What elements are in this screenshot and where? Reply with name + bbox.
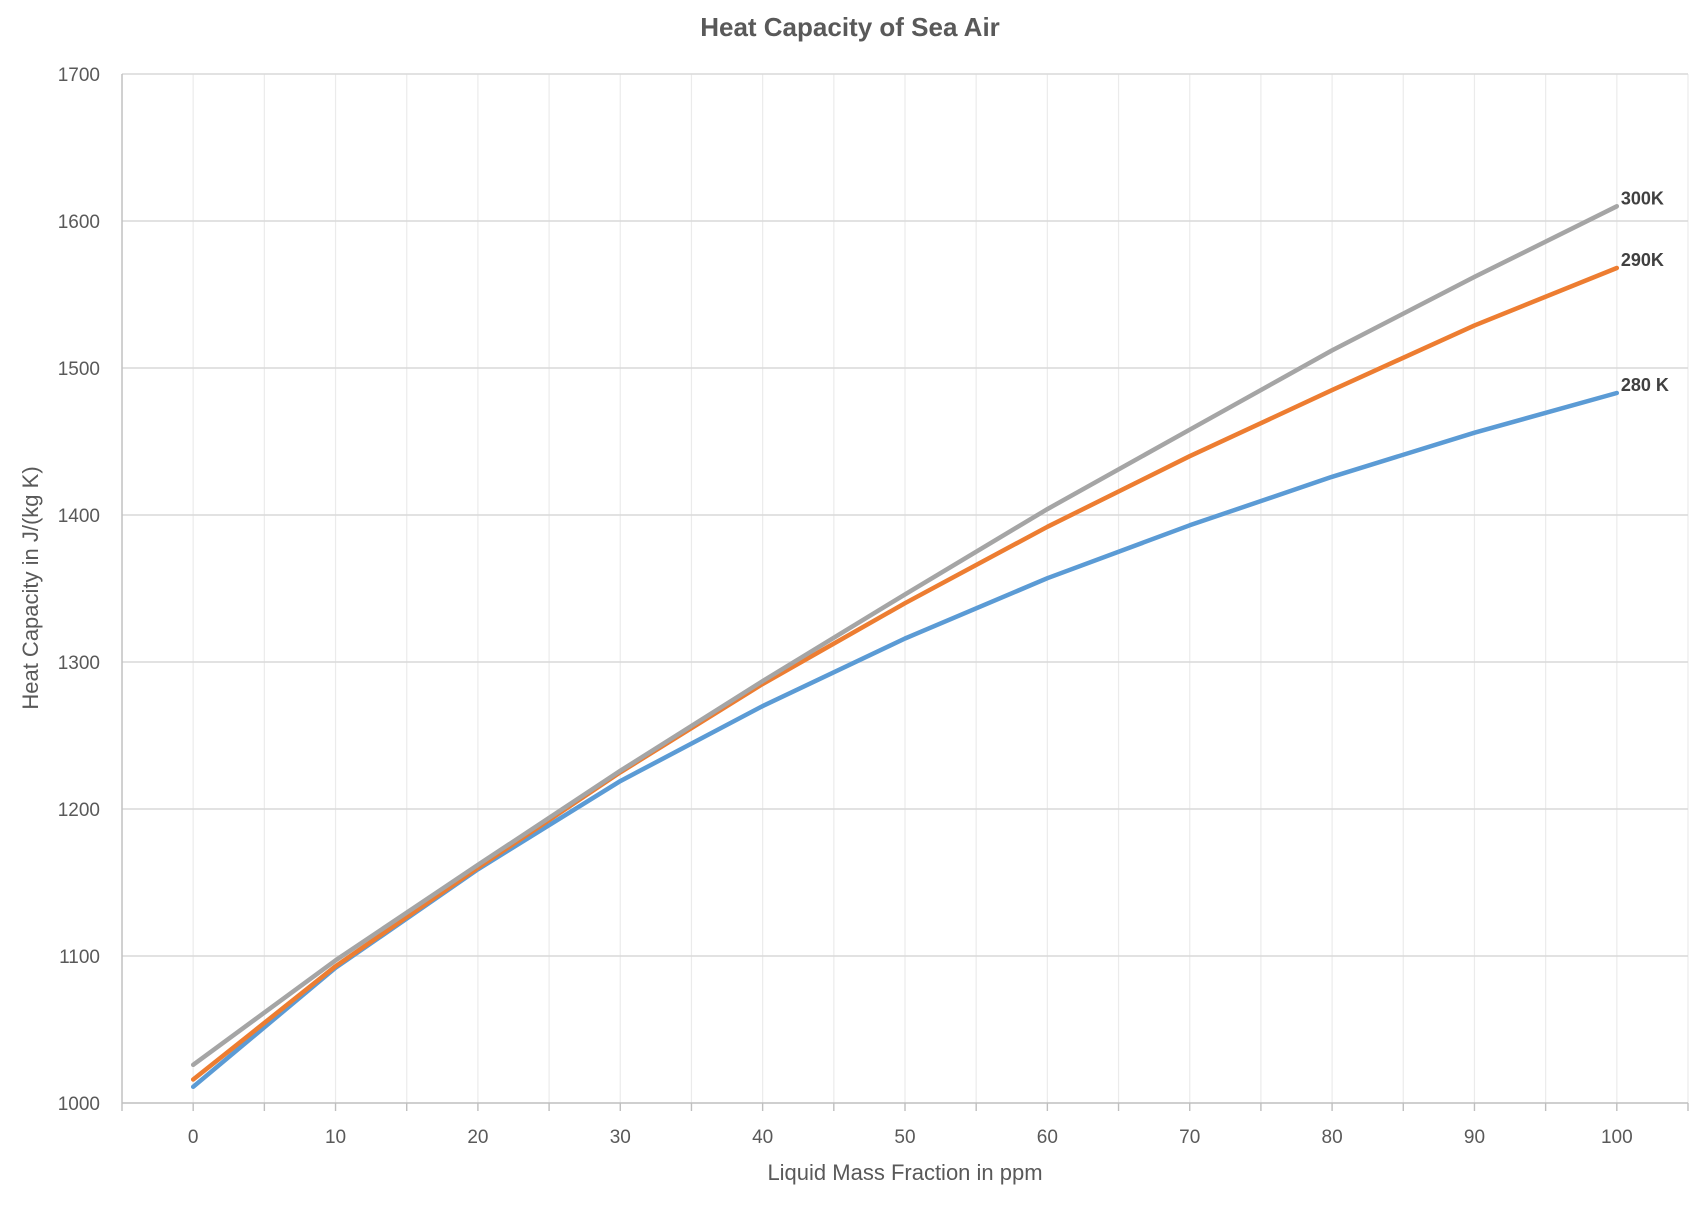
series-labels: 280 K 290K 300K xyxy=(1621,188,1669,395)
gridlines xyxy=(121,73,1689,1103)
series-line-290k xyxy=(190,265,1620,1082)
series-label-290k: 290K xyxy=(1621,250,1664,270)
series-line-300k xyxy=(190,204,1620,1068)
x-tick-label: 40 xyxy=(752,1127,773,1148)
chart-title: Heat Capacity of Sea Air xyxy=(700,12,1000,42)
y-tick-label: 1200 xyxy=(58,800,100,821)
x-tick-label: 90 xyxy=(1464,1127,1485,1148)
series-label-280k: 280 K xyxy=(1621,375,1669,395)
x-tick-label: 10 xyxy=(325,1127,346,1148)
y-tick-label: 1500 xyxy=(58,359,100,380)
y-tick-label: 1300 xyxy=(58,653,100,674)
x-tick-label: 30 xyxy=(610,1127,631,1148)
x-tick-label: 100 xyxy=(1601,1127,1633,1148)
y-tick-label: 1400 xyxy=(58,506,100,527)
x-tick-label: 60 xyxy=(1037,1127,1058,1148)
y-tick-label: 1600 xyxy=(58,212,100,233)
x-tick-label: 70 xyxy=(1179,1127,1200,1148)
series-lines xyxy=(190,204,1620,1090)
axes: 1000 1100 1200 1300 1400 1500 1600 1700 0 10 20 30 4… xyxy=(58,65,1689,1148)
series-label-300k: 300K xyxy=(1621,188,1664,208)
x-tick-label: 80 xyxy=(1322,1127,1343,1148)
x-tick-label: 50 xyxy=(894,1127,915,1148)
y-tick-label: 1100 xyxy=(59,947,100,968)
y-tick-label: 1000 xyxy=(58,1094,100,1115)
x-axis-title: Liquid Mass Fraction in ppm xyxy=(767,1160,1042,1185)
x-tick-label: 0 xyxy=(188,1127,199,1148)
y-axis-title: Heat Capacity in J/(kg K) xyxy=(18,466,43,709)
y-tick-label: 1700 xyxy=(58,65,100,86)
x-tick-label: 20 xyxy=(467,1127,488,1148)
